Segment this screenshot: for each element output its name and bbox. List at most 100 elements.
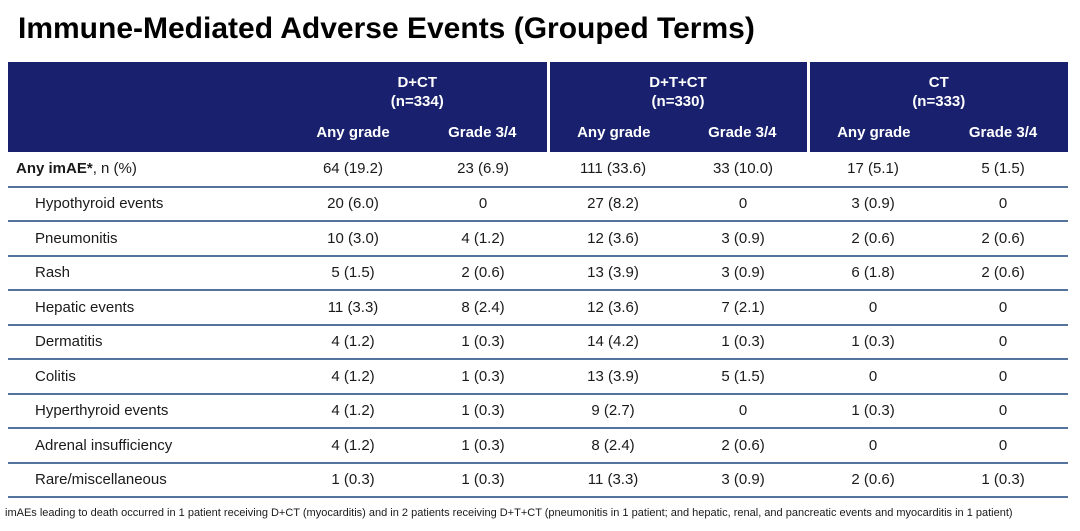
cell: 4 (1.2) bbox=[288, 393, 418, 429]
row-label-bold: Any imAE* bbox=[16, 160, 93, 178]
cell: 4 (1.2) bbox=[288, 428, 418, 464]
cell: 1 (0.3) bbox=[808, 324, 939, 360]
cell: 0 bbox=[418, 186, 549, 222]
table-row-adrenal: Adrenal insufficiency 4 (1.2) 1 (0.3) 8 … bbox=[8, 428, 1069, 464]
group-n: (n=330) bbox=[651, 92, 705, 110]
row-label: Colitis bbox=[8, 359, 288, 395]
table-row-hyperthyroid: Hyperthyroid events 4 (1.2) 1 (0.3) 9 (2… bbox=[8, 393, 1069, 429]
cell: 10 (3.0) bbox=[288, 221, 418, 257]
label-column-subheader bbox=[8, 119, 288, 152]
group-header-dtct: D+T+CT (n=330) bbox=[546, 62, 809, 119]
cell: 3 (0.9) bbox=[678, 255, 809, 291]
table-row-hypothyroid: Hypothyroid events 20 (6.0) 0 27 (8.2) 0… bbox=[8, 186, 1069, 222]
table-body: Any imAE*, n (%) 64 (19.2) 23 (6.9) 111 … bbox=[8, 152, 1069, 498]
group-name: D+T+CT bbox=[649, 73, 707, 91]
cell: 13 (3.9) bbox=[548, 255, 679, 291]
cell: 64 (19.2) bbox=[288, 152, 418, 188]
subheader-grade-34: Grade 3/4 bbox=[678, 119, 809, 152]
group-header-dct: D+CT (n=334) bbox=[288, 62, 549, 119]
subheader-any-grade: Any grade bbox=[288, 119, 418, 152]
table-row-dermatitis: Dermatitis 4 (1.2) 1 (0.3) 14 (4.2) 1 (0… bbox=[8, 324, 1069, 360]
cell: 2 (0.6) bbox=[808, 221, 939, 257]
cell: 1 (0.3) bbox=[288, 462, 418, 498]
cell: 0 bbox=[938, 186, 1069, 222]
cell: 5 (1.5) bbox=[678, 359, 809, 395]
row-label: Hepatic events bbox=[8, 290, 288, 326]
subheader-any-grade: Any grade bbox=[806, 119, 939, 152]
cell: 111 (33.6) bbox=[548, 152, 679, 188]
cell: 2 (0.6) bbox=[808, 462, 939, 498]
cell: 0 bbox=[808, 428, 939, 464]
cell: 1 (0.3) bbox=[418, 428, 549, 464]
group-name: D+CT bbox=[397, 73, 438, 91]
cell: 0 bbox=[808, 359, 939, 395]
row-label: Rare/miscellaneous bbox=[8, 462, 288, 498]
cell: 1 (0.3) bbox=[418, 393, 549, 429]
cell: 11 (3.3) bbox=[288, 290, 418, 326]
cell: 4 (1.2) bbox=[418, 221, 549, 257]
label-column-header bbox=[8, 62, 288, 119]
row-label: Hyperthyroid events bbox=[8, 393, 288, 429]
cell: 5 (1.5) bbox=[288, 255, 418, 291]
cell: 0 bbox=[678, 393, 809, 429]
cell: 23 (6.9) bbox=[418, 152, 549, 188]
row-label: Pneumonitis bbox=[8, 221, 288, 257]
cell: 11 (3.3) bbox=[548, 462, 679, 498]
cell: 14 (4.2) bbox=[548, 324, 679, 360]
cell: 2 (0.6) bbox=[938, 255, 1069, 291]
cell: 1 (0.3) bbox=[808, 393, 939, 429]
table-row-hepatic: Hepatic events 11 (3.3) 8 (2.4) 12 (3.6)… bbox=[8, 290, 1069, 326]
subheader-row: Any grade Grade 3/4 Any grade Grade 3/4 … bbox=[8, 119, 1069, 152]
footnote: imAEs leading to death occurred in 1 pat… bbox=[5, 507, 1013, 519]
cell: 33 (10.0) bbox=[678, 152, 809, 188]
row-label: Hypothyroid events bbox=[8, 186, 288, 222]
cell: 3 (0.9) bbox=[678, 462, 809, 498]
subheader-any-grade: Any grade bbox=[546, 119, 679, 152]
cell: 1 (0.3) bbox=[678, 324, 809, 360]
cell: 0 bbox=[678, 186, 809, 222]
cell: 0 bbox=[938, 393, 1069, 429]
group-n: (n=334) bbox=[390, 92, 444, 110]
subheader-grade-34: Grade 3/4 bbox=[418, 119, 549, 152]
cell: 7 (2.1) bbox=[678, 290, 809, 326]
cell: 20 (6.0) bbox=[288, 186, 418, 222]
cell: 1 (0.3) bbox=[938, 462, 1069, 498]
cell: 4 (1.2) bbox=[288, 359, 418, 395]
cell: 2 (0.6) bbox=[418, 255, 549, 291]
row-label-rest: , n (%) bbox=[92, 160, 137, 178]
adverse-events-table: D+CT (n=334) D+T+CT (n=330) CT (n=333) A… bbox=[8, 62, 1069, 498]
table-row-any-imae: Any imAE*, n (%) 64 (19.2) 23 (6.9) 111 … bbox=[8, 152, 1069, 188]
cell: 1 (0.3) bbox=[418, 324, 549, 360]
cell: 5 (1.5) bbox=[938, 152, 1069, 188]
table-row-rare-misc: Rare/miscellaneous 1 (0.3) 1 (0.3) 11 (3… bbox=[8, 462, 1069, 498]
table-header: D+CT (n=334) D+T+CT (n=330) CT (n=333) A… bbox=[8, 62, 1069, 152]
cell: 0 bbox=[938, 428, 1069, 464]
table-row-colitis: Colitis 4 (1.2) 1 (0.3) 13 (3.9) 5 (1.5)… bbox=[8, 359, 1069, 395]
cell: 0 bbox=[808, 290, 939, 326]
row-label: Dermatitis bbox=[8, 324, 288, 360]
cell: 0 bbox=[938, 359, 1069, 395]
page-title: Immune-Mediated Adverse Events (Grouped … bbox=[18, 12, 755, 45]
cell: 12 (3.6) bbox=[548, 221, 679, 257]
cell: 8 (2.4) bbox=[548, 428, 679, 464]
group-header-row: D+CT (n=334) D+T+CT (n=330) CT (n=333) bbox=[8, 62, 1069, 119]
group-n: (n=333) bbox=[912, 92, 966, 110]
row-label: Any imAE*, n (%) bbox=[8, 152, 288, 188]
cell: 9 (2.7) bbox=[548, 393, 679, 429]
row-label: Rash bbox=[8, 255, 288, 291]
cell: 3 (0.9) bbox=[678, 221, 809, 257]
group-name: CT bbox=[928, 73, 949, 91]
cell: 12 (3.6) bbox=[548, 290, 679, 326]
cell: 2 (0.6) bbox=[938, 221, 1069, 257]
cell: 0 bbox=[938, 324, 1069, 360]
subheader-grade-34: Grade 3/4 bbox=[938, 119, 1069, 152]
cell: 1 (0.3) bbox=[418, 359, 549, 395]
cell: 6 (1.8) bbox=[808, 255, 939, 291]
cell: 27 (8.2) bbox=[548, 186, 679, 222]
cell: 0 bbox=[938, 290, 1069, 326]
cell: 13 (3.9) bbox=[548, 359, 679, 395]
cell: 3 (0.9) bbox=[808, 186, 939, 222]
cell: 17 (5.1) bbox=[808, 152, 939, 188]
cell: 8 (2.4) bbox=[418, 290, 549, 326]
table-row-pneumonitis: Pneumonitis 10 (3.0) 4 (1.2) 12 (3.6) 3 … bbox=[8, 221, 1069, 257]
